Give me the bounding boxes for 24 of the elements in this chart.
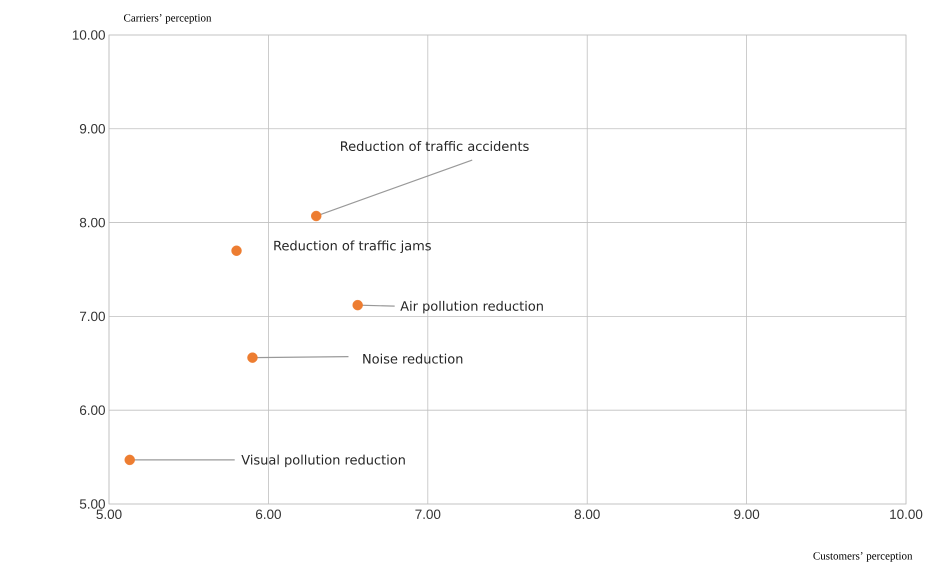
point: [124, 454, 135, 466]
x-tick-label: 8.00: [574, 510, 600, 520]
y-axis-title: Carriers’ perception: [124, 14, 212, 24]
x-axis-title: Customers’ perception: [813, 552, 912, 562]
x-tick-label: 6.00: [256, 510, 281, 520]
annotation: Reduction of traffic jams: [274, 240, 431, 253]
x-tick-label: 9.00: [734, 510, 760, 520]
x-tick-label: 7.00: [415, 510, 440, 520]
y-tick-label: 10.00: [72, 30, 105, 40]
point: [231, 246, 242, 256]
point: [352, 300, 363, 310]
y-tick-label: 7.00: [80, 312, 105, 322]
x-tick-label: 10.00: [890, 510, 922, 520]
x-tick-label: 5.00: [96, 510, 122, 520]
annotation: Air pollution reduction: [400, 300, 543, 314]
point: [247, 352, 258, 363]
annotation: Visual pollution reduction: [241, 454, 405, 468]
y-tick-label: 8.00: [80, 218, 105, 228]
y-tick-label: 5.00: [80, 499, 105, 509]
point: [311, 210, 322, 222]
y-tick-label: 6.00: [80, 405, 105, 415]
y-tick-label: 9.00: [80, 124, 105, 134]
annotation: Reduction of traffic accidents: [341, 141, 529, 152]
annotation: Noise reduction: [363, 354, 462, 364]
